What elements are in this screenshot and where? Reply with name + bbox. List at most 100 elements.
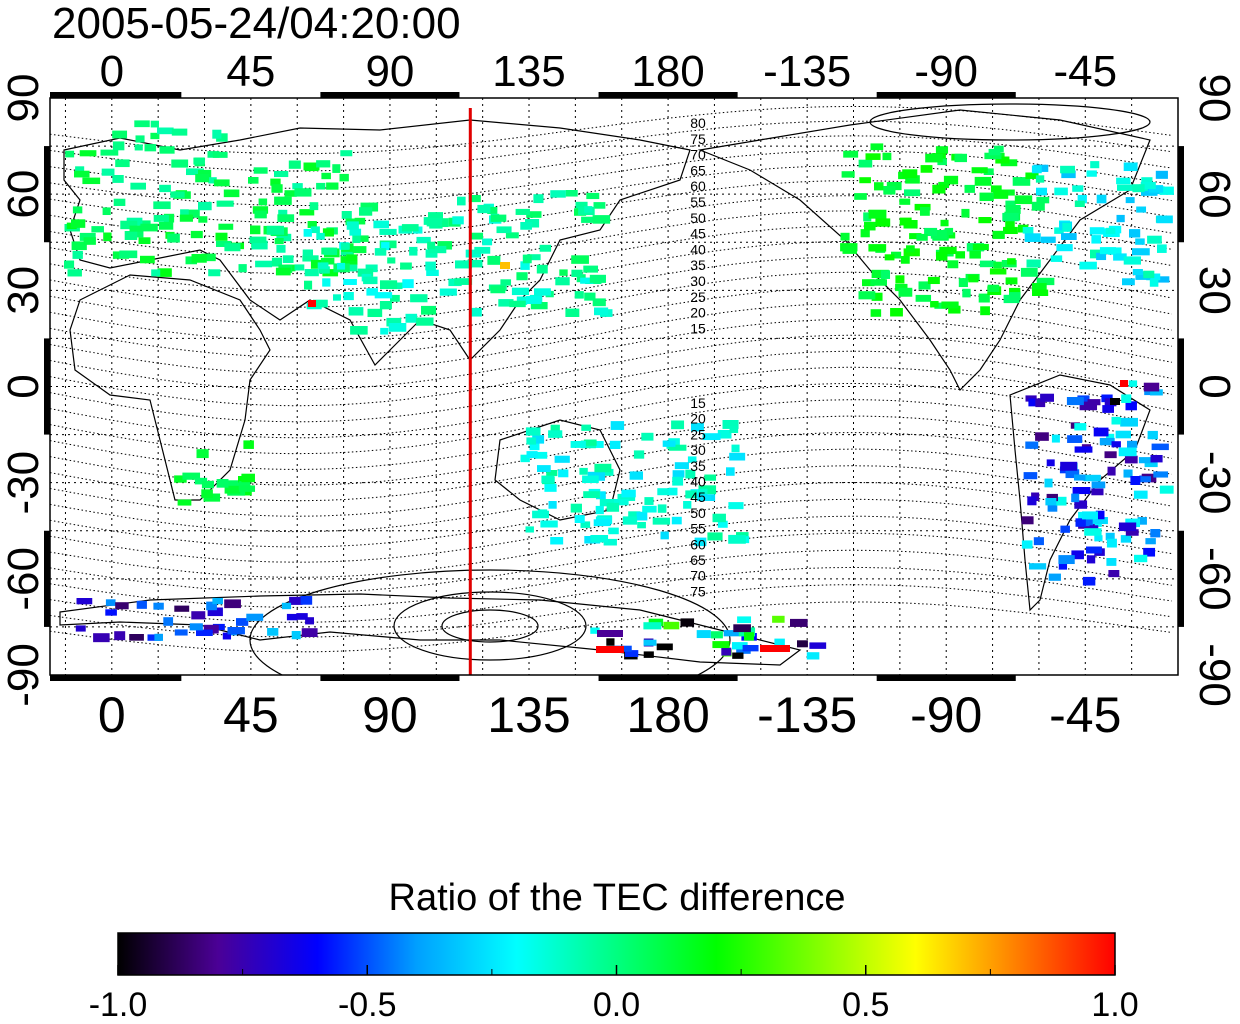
tec-cell: [697, 494, 712, 501]
tec-cell: [532, 435, 545, 444]
contour-label: 50: [690, 210, 706, 226]
tec-cell: [610, 421, 625, 430]
tec-cell: [271, 257, 283, 267]
tec-cell: [726, 467, 735, 476]
tec-cell: [760, 645, 790, 652]
colorbar: Ratio of the TEC difference -1.0 -0.5 0.0 0…: [89, 877, 1139, 1024]
tec-cell: [190, 230, 203, 239]
polar-contour: [441, 609, 539, 643]
tec-cell: [400, 262, 412, 270]
latitude-tick-labels: 90 90 60 60 30 30 0 0 -30 -30 -60 -60 -90 -90: [0, 74, 1239, 707]
tec-cell: [138, 237, 151, 245]
bottom-tick-bar: [320, 675, 460, 681]
tec-cell: [583, 265, 599, 273]
tec-cell: [511, 287, 529, 296]
tec-cell: [660, 531, 669, 540]
tec-cell: [274, 171, 289, 178]
tec-cell: [530, 302, 548, 310]
tec-cell: [216, 479, 229, 488]
tec-cell: [1121, 394, 1132, 403]
tec-cell: [663, 621, 680, 630]
tec-cell: [452, 216, 464, 225]
tec-cell: [586, 192, 600, 200]
tec-cell: [390, 294, 400, 302]
tec-cell: [1061, 170, 1076, 179]
colorbar-ticks: -1.0 -0.5 0.0 0.5 1.0: [89, 965, 1139, 1024]
tec-cell: [224, 485, 241, 494]
contour-label: 55: [690, 521, 706, 537]
tec-cell: [574, 291, 584, 299]
tec-cell: [310, 226, 320, 234]
tec-cell: [797, 640, 808, 648]
tec-cell: [1104, 451, 1117, 459]
contour-label: 80: [690, 115, 706, 131]
tec-cell: [341, 211, 352, 219]
tec-cell: [978, 293, 990, 303]
tec-cell: [114, 631, 126, 641]
tec-cell: [592, 298, 606, 307]
tec-cell: [275, 267, 291, 276]
tec-cell: [580, 521, 591, 528]
tec-cell: [1033, 537, 1044, 546]
tec-cell: [597, 630, 623, 637]
tec-cell: [540, 520, 558, 528]
tec-cell: [1071, 550, 1084, 560]
tec-cell: [1090, 161, 1100, 169]
tec-cell: [191, 254, 207, 263]
contour-line: [50, 350, 1172, 423]
tec-cell: [82, 177, 101, 185]
left-lat-tick-label: 0: [0, 374, 48, 398]
tec-cell: [1149, 279, 1159, 287]
tec-cell: [294, 188, 312, 197]
tec-cell: [276, 244, 286, 253]
tec-cell: [1125, 401, 1137, 411]
tec-cell: [1014, 195, 1033, 205]
tec-cell: [1020, 267, 1038, 277]
tec-cell: [643, 622, 662, 630]
tec-cell: [238, 485, 256, 492]
tec-cell: [487, 206, 498, 214]
tec-cell: [1132, 248, 1150, 256]
tec-cell: [526, 296, 542, 304]
tec-cell: [974, 176, 992, 186]
contour-line: [50, 180, 1172, 241]
tec-cell: [899, 198, 911, 205]
tec-cell: [609, 440, 621, 449]
tec-cell: [309, 202, 319, 211]
tec-cell: [454, 278, 473, 285]
tec-cell: [570, 441, 586, 448]
tec-cell: [717, 430, 732, 439]
tec-cell: [223, 189, 240, 198]
tec-cell: [258, 198, 268, 206]
tec-cell: [944, 227, 954, 236]
tec-cell: [373, 220, 389, 229]
contour-label: 70: [690, 147, 706, 163]
tec-cell: [426, 269, 439, 277]
tec-cell: [498, 299, 514, 307]
tec-cell: [286, 613, 298, 621]
tec-cell: [1116, 214, 1125, 223]
tec-cell: [898, 287, 913, 297]
tec-cell: [546, 470, 558, 477]
tec-cell: [1012, 177, 1031, 186]
tec-cell: [596, 491, 606, 500]
tec-cell: [1150, 455, 1163, 463]
tec-cell: [186, 168, 204, 176]
tec-cell: [316, 160, 331, 168]
tec-cell: [72, 250, 83, 259]
tec-cell: [428, 212, 443, 221]
tec-cell: [1072, 487, 1091, 495]
bottom-lon-tick-label: 0: [98, 687, 126, 743]
tec-cell: [64, 260, 75, 269]
tec-cell: [1091, 488, 1104, 496]
bottom-tick-bar: [876, 675, 1016, 681]
tec-cell: [541, 475, 555, 483]
longitude-tick-labels: 0 0 45 45 90 90 135 135 180 180 -135 -135 -90 -90 -45 -…: [98, 47, 1122, 743]
tec-cell: [302, 255, 319, 262]
tec-cell: [1040, 236, 1056, 243]
tec-cell: [1134, 554, 1148, 563]
tec-cell: [1130, 476, 1141, 485]
tec-cell: [594, 307, 609, 316]
tec-cell: [680, 618, 695, 627]
contour-label: 20: [690, 305, 706, 321]
